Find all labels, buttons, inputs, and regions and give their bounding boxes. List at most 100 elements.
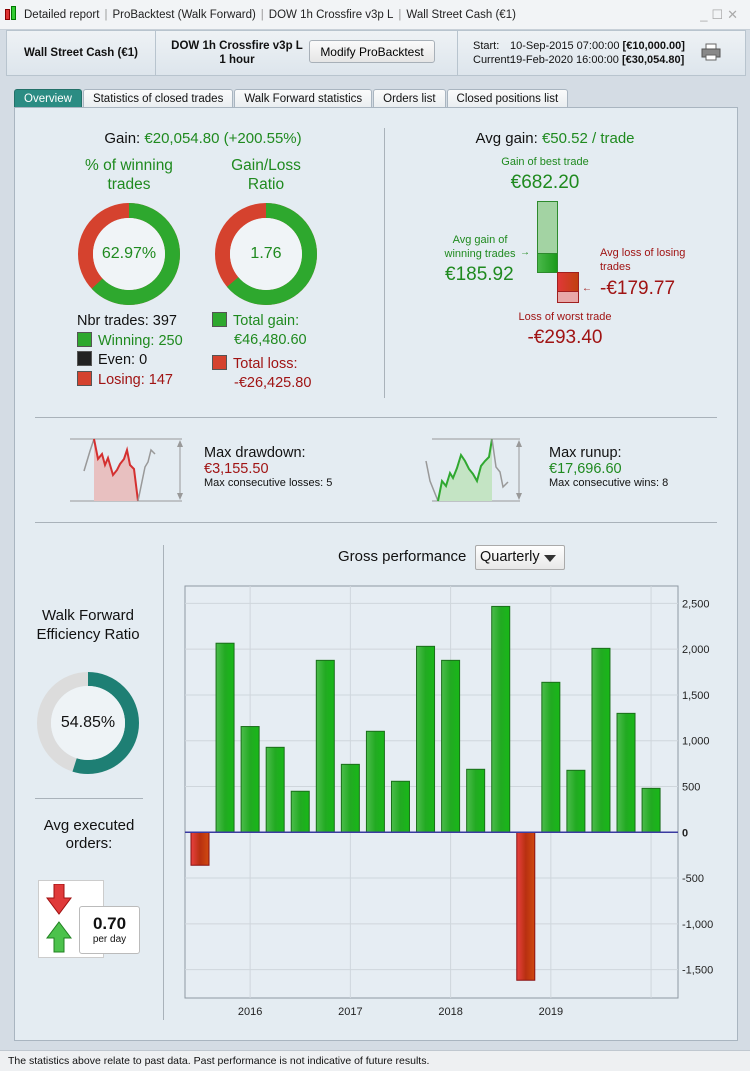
gain-label: Gain: [104, 130, 141, 147]
worst-trade-bar [557, 272, 579, 303]
current-label: Current: [473, 54, 513, 66]
avg-gain-summary: Avg gain: €50.52 / trade [420, 130, 690, 147]
gain-loss-ratio: 1.76 [250, 245, 282, 262]
backtest-header: Wall Street Cash (€1) DOW 1h Crossfire v… [6, 30, 746, 76]
title-bar: Detailed report | ProBacktest (Walk Forwar… [0, 0, 750, 30]
strategy-name: DOW 1h Crossfire v3p L [171, 40, 303, 52]
current-date: 19-Feb-2020 16:00:00 [510, 54, 619, 66]
worst-trade-label: Loss of worst trade [518, 311, 612, 323]
app-candlestick-icon-2 [11, 6, 16, 20]
instrument-name: Wall Street Cash (€1) [24, 47, 138, 59]
bar-positive [365, 730, 385, 833]
gain-loss-totals: Total gain: €46,480.60 Total loss: -€26,… [212, 312, 311, 393]
arrow-right-icon: → [520, 247, 530, 258]
start-capital: [€10,000.00] [622, 40, 685, 52]
maximize-button[interactable]: ☐ [711, 7, 728, 22]
divider [35, 798, 143, 799]
close-button[interactable]: ✕ [727, 7, 742, 22]
divider [35, 522, 717, 523]
avg-win-label: Avg gain of winning trades [444, 234, 516, 260]
bar-positive [416, 645, 436, 833]
even-swatch [77, 351, 92, 366]
losing-count: Losing: 147 [98, 371, 173, 388]
consecutive-losses: Max consecutive losses: 5 [204, 477, 333, 489]
ratio-title: Gain/Loss Ratio [231, 157, 301, 193]
winning-percentage: 62.97% [101, 245, 157, 262]
avg-orders-value: 0.70 [92, 914, 127, 933]
winning-donut [78, 203, 180, 305]
drawdown-label: Max drawdown: [204, 445, 306, 461]
period-select[interactable]: Quarterly [475, 545, 565, 570]
avg-gain-value: €50.52 / trade [541, 130, 635, 147]
drawdown-block: Max drawdown: €3,155.50 Max consecutive … [204, 445, 332, 489]
consecutive-wins: Max consecutive wins: 8 [549, 477, 669, 489]
bar-positive [566, 769, 586, 833]
trade-counts: Nbr trades: 397 Winning: 250 Even: 0 Los… [77, 312, 183, 390]
best-trade-label: Gain of best trade [501, 156, 589, 168]
bar-positive [315, 659, 335, 833]
wfe-title: Walk Forward Efficiency Ratio [36, 607, 140, 643]
period-select-value: Quarterly [480, 549, 540, 565]
gain-loss-donut [215, 203, 317, 305]
bar-negative [516, 831, 536, 981]
drawdown-chart-icon [70, 438, 183, 502]
disclaimer: The statistics above relate to past data… [0, 1050, 750, 1071]
minimize-button[interactable]: _ [700, 7, 712, 22]
losing-swatch [77, 370, 92, 386]
bar-positive [215, 642, 235, 833]
gain-arc [215, 203, 317, 305]
tab-walk-forward-statistics[interactable]: Walk Forward statistics [234, 89, 373, 108]
tab-overview[interactable]: Overview [14, 89, 82, 108]
avg-orders-unit: per day [92, 934, 127, 945]
y-tick-label: -1,000 [682, 919, 713, 931]
chart-title: Gross performance [338, 548, 467, 565]
best-trade-value: €682.20 [510, 172, 580, 193]
bar-positive [541, 681, 561, 833]
bar-positive [340, 763, 360, 833]
modify-probacktest-button[interactable]: Modify ProBacktest [309, 40, 435, 63]
breadcrumb: Detailed report | ProBacktest (Walk Forwar… [24, 9, 516, 21]
breadcrumb-item: Wall Street Cash (€1) [406, 9, 516, 21]
runup-value: €17,696.60 [549, 461, 622, 477]
even-count: Even: 0 [98, 352, 148, 368]
breadcrumb-item: ProBacktest (Walk Forward) [112, 9, 256, 21]
drawdown-value: €3,155.50 [204, 461, 269, 477]
tab-statistics-closed-trades[interactable]: Statistics of closed trades [82, 89, 234, 108]
wfe-value: 54.85% [60, 714, 116, 731]
print-icon[interactable] [701, 43, 721, 61]
bar-negative [190, 831, 210, 866]
tab-orders-list[interactable]: Orders list [373, 89, 446, 108]
total-gain-swatch [212, 312, 227, 327]
breadcrumb-item: DOW 1h Crossfire v3p L [268, 9, 394, 21]
winning-arc [78, 203, 180, 305]
y-tick-label: -500 [682, 873, 704, 885]
bar-positive [591, 647, 611, 833]
runup-block: Max runup: €17,696.60 Max consecutive wi… [549, 445, 668, 489]
avg-loss-value: -€179.77 [600, 278, 676, 299]
y-tick-label: 2,500 [682, 598, 710, 610]
nbr-trades: Nbr trades: 397 [77, 313, 177, 329]
start-label: Start: [473, 40, 500, 52]
timeframe: 1 hour [219, 54, 255, 66]
arrow-left-icon: ← [582, 283, 592, 294]
avg-orders-title: Avg executed orders: [43, 817, 135, 852]
bar-positive [491, 605, 511, 833]
tab-closed-positions-list[interactable]: Closed positions list [446, 89, 569, 108]
x-tick-label: 2017 [338, 1006, 362, 1018]
total-loss-value: -€26,425.80 [234, 375, 312, 391]
y-tick-label: -1,500 [682, 965, 713, 977]
divider [35, 417, 717, 418]
divider [384, 128, 385, 398]
winning-count: Winning: 250 [98, 332, 183, 349]
y-tick-label: 2,000 [682, 644, 710, 656]
wfe-donut [37, 672, 139, 774]
gross-performance-chart: 2,500 2,000 1,500 1,000 500 0 -500 -1,000 -1,500… [184, 585, 713, 1018]
avg-loss-label: Avg loss of losing trades [600, 247, 686, 273]
bar-positive [616, 712, 636, 833]
avg-orders-box: 0.70 per day [79, 906, 140, 954]
bar-positive [265, 746, 285, 833]
gain-value: €20,054.80 (+200.55%) [144, 130, 302, 147]
y-tick-label: 1,000 [682, 736, 710, 748]
bar-positive [240, 726, 260, 833]
chevron-down-icon [544, 555, 556, 568]
